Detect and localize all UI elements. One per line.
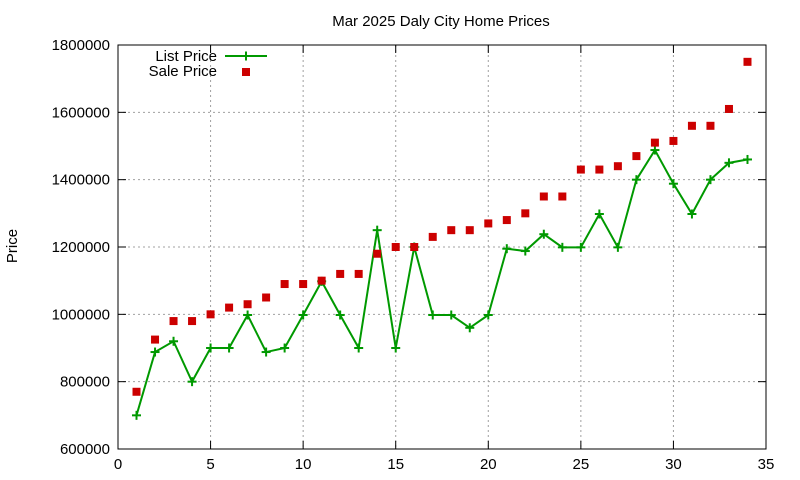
sale-price-point bbox=[447, 226, 456, 235]
list-price-point bbox=[132, 410, 142, 420]
x-tick-label: 30 bbox=[665, 456, 682, 473]
sale-price-point bbox=[502, 216, 511, 225]
y-tick-label: 1600000 bbox=[52, 104, 110, 121]
list-price-point bbox=[446, 310, 456, 320]
x-tick-label: 15 bbox=[387, 456, 404, 473]
sale-price-point bbox=[595, 165, 604, 174]
list-price-line bbox=[135, 148, 748, 416]
sale-price-point bbox=[687, 121, 696, 130]
list-price-point bbox=[150, 347, 160, 357]
sale-price-point bbox=[317, 276, 326, 285]
list-price-point bbox=[668, 179, 678, 189]
sale-price-point bbox=[243, 300, 252, 309]
list-price-point bbox=[187, 377, 197, 387]
sale-price-point bbox=[521, 209, 530, 218]
sale-price-point bbox=[743, 57, 752, 66]
legend-label-sale-price: Sale Price bbox=[149, 63, 217, 80]
sale-price-point bbox=[299, 280, 308, 289]
list-price-point bbox=[354, 343, 364, 353]
sale-price-point bbox=[151, 335, 160, 344]
y-tick-label: 1400000 bbox=[52, 172, 110, 189]
x-tick-label: 35 bbox=[758, 456, 775, 473]
list-price-point bbox=[557, 242, 567, 252]
y-tick-label: 600000 bbox=[60, 441, 110, 458]
legend-swatch-list-price-marker bbox=[241, 51, 251, 61]
sale-price-point bbox=[706, 121, 715, 130]
sale-price-point bbox=[576, 165, 585, 174]
list-price-point bbox=[724, 158, 734, 168]
y-tick-label: 1200000 bbox=[52, 239, 110, 256]
list-price-point bbox=[742, 154, 752, 164]
list-price-point bbox=[594, 209, 604, 219]
sale-price-point bbox=[558, 192, 567, 201]
list-price-point bbox=[206, 343, 216, 353]
series-layer bbox=[132, 57, 752, 420]
list-price-point bbox=[631, 175, 641, 185]
list-price-point bbox=[539, 229, 549, 239]
sale-price-point bbox=[280, 280, 289, 289]
list-price-point bbox=[224, 343, 234, 353]
axis-ticks: 0 5 10 15 20 25 30 35 600000 800000 1000000 1200000… bbox=[52, 37, 775, 473]
list-price-point bbox=[391, 343, 401, 353]
sale-price-point bbox=[169, 317, 178, 326]
list-price-point bbox=[576, 242, 586, 252]
x-tick-label: 10 bbox=[295, 456, 312, 473]
x-tick-label: 5 bbox=[206, 456, 214, 473]
legend-swatch-sale-price bbox=[242, 68, 250, 76]
sale-price-point bbox=[724, 104, 733, 113]
sale-price-point bbox=[225, 303, 234, 312]
y-tick-label: 1800000 bbox=[52, 37, 110, 54]
x-tick-label: 20 bbox=[480, 456, 497, 473]
grid-lines bbox=[118, 45, 766, 449]
sale-price-point bbox=[373, 249, 382, 258]
list-price-point bbox=[243, 310, 253, 320]
sale-price-point bbox=[613, 162, 622, 171]
chart-title: Mar 2025 Daly City Home Prices bbox=[332, 13, 550, 30]
sale-price-point bbox=[632, 152, 641, 161]
list-price-point bbox=[428, 310, 438, 320]
sale-price-point bbox=[539, 192, 548, 201]
list-price-point bbox=[520, 246, 530, 256]
sale-price-point bbox=[391, 243, 400, 251]
sale-price-point bbox=[428, 232, 437, 241]
list-price-point bbox=[372, 225, 382, 235]
sale-price-point bbox=[206, 310, 215, 319]
list-price-point bbox=[650, 145, 660, 155]
y-tick-label: 800000 bbox=[60, 374, 110, 391]
sale-price-point bbox=[465, 226, 474, 235]
list-price-point bbox=[502, 244, 512, 254]
sale-price-point bbox=[262, 293, 271, 302]
sale-price-point bbox=[650, 138, 659, 147]
sale-price-point bbox=[354, 269, 363, 278]
sale-price-point bbox=[410, 243, 419, 251]
x-tick-label: 0 bbox=[114, 456, 122, 473]
list-price-point bbox=[613, 242, 623, 252]
list-price-point bbox=[169, 336, 179, 346]
sale-price-point bbox=[484, 219, 493, 228]
list-price-point bbox=[335, 310, 345, 320]
list-price-point bbox=[280, 343, 290, 353]
x-tick-label: 25 bbox=[573, 456, 590, 473]
sale-price-point bbox=[669, 136, 678, 145]
legend-label-list-price: List Price bbox=[155, 48, 217, 65]
sale-price-point bbox=[336, 269, 345, 278]
list-price-point bbox=[705, 175, 715, 185]
list-price-point bbox=[298, 310, 308, 320]
list-price-point bbox=[261, 347, 271, 357]
list-price-point bbox=[687, 209, 697, 219]
y-axis-label: Price bbox=[4, 229, 21, 263]
sale-price-point bbox=[188, 317, 197, 326]
y-tick-label: 1000000 bbox=[52, 306, 110, 323]
sale-price-point bbox=[132, 387, 141, 396]
list-price-point bbox=[483, 310, 493, 320]
list-price-point bbox=[465, 323, 475, 333]
